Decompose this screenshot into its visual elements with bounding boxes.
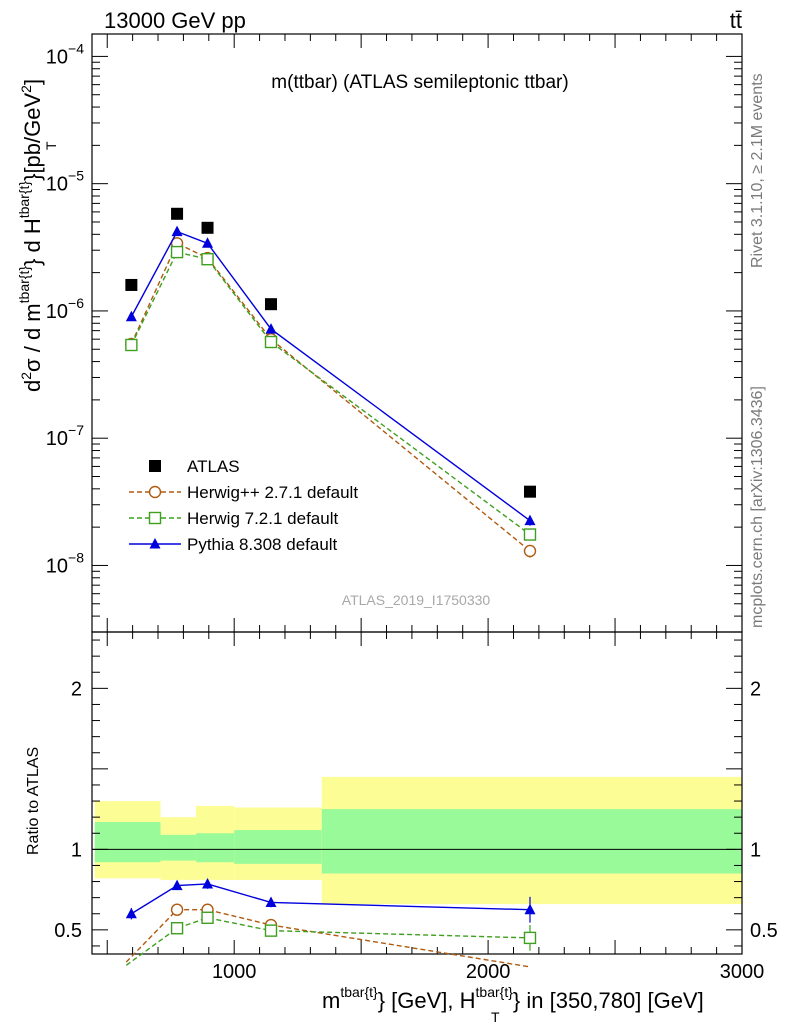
legend-label-2: Herwig 7.2.1 default: [187, 509, 338, 528]
legend: ATLAS Herwig++ 2.7.1 default Herwig 7.2.1 …: [129, 457, 358, 554]
ratio-point-2: [524, 903, 536, 915]
legend-label-3: Pythia 8.308 default: [187, 535, 338, 554]
series-point-2: [264, 335, 278, 349]
main-y-axis-label: d2σ / d mtbar{t}} d Htbar{t}}[pb/GeV2]: [16, 79, 45, 392]
ratio-line-0: [125, 909, 531, 968]
series-line-2: [130, 251, 531, 536]
y-tick-label: 10−5: [46, 168, 84, 196]
y-tick-label: 10−7: [46, 422, 84, 450]
y-tick-label: 10−6: [46, 295, 84, 323]
ratio-point-1: [201, 911, 214, 924]
rivet-label: Rivet 3.1.10, ≥ 2.1M events: [749, 73, 766, 268]
ratio-plot-axes: 1000 2000 3000 0.5 0.5 1 1 2 2: [54, 631, 778, 983]
band-inner-2: [196, 833, 235, 863]
data-point: [201, 221, 214, 234]
x-tick-label: 1000: [212, 961, 257, 983]
main-y-axis-subscript: T: [43, 141, 59, 150]
main-plot-series: [125, 207, 537, 558]
series-point-2: [523, 528, 537, 541]
data-point: [523, 485, 536, 498]
series-point-2: [201, 252, 214, 266]
ratio-point-0: [170, 903, 184, 916]
x-axis-label-subscript: T: [491, 1009, 500, 1024]
legend-marker-1: [148, 485, 162, 499]
legend-marker-2: [148, 511, 162, 525]
legend-marker-3: [149, 538, 161, 549]
band-inner-0: [94, 821, 161, 863]
series-point-3: [125, 310, 137, 322]
y-tick-label: 10−8: [46, 549, 84, 577]
series-point-3: [171, 225, 183, 237]
series-point-1: [523, 544, 537, 558]
ratio-y-tick-label-right: 2: [750, 678, 761, 700]
x-tick-label: 2000: [466, 961, 511, 983]
process-label: tt̄: [730, 8, 742, 33]
ratio-uncertainty-bands: [94, 776, 742, 905]
legend-marker-0: [149, 460, 161, 472]
data-point: [125, 278, 138, 291]
analysis-watermark: ATLAS_2019_I1750330: [342, 592, 491, 608]
series-point-2: [125, 338, 138, 352]
ratio-point-2: [202, 877, 214, 889]
ratio-point-1: [264, 924, 278, 937]
series-line-1: [130, 242, 531, 552]
legend-label-1: Herwig++ 2.7.1 default: [187, 483, 358, 502]
series-point-3: [265, 323, 277, 334]
data-point: [265, 298, 278, 311]
x-tick-label: 3000: [720, 961, 765, 983]
ratio-point-2: [265, 896, 277, 907]
legend-label-0: ATLAS: [187, 457, 240, 476]
data-point: [171, 207, 184, 220]
band-inner-3: [234, 830, 322, 864]
ratio-point-1: [170, 922, 184, 935]
ratio-plot-series: [125, 877, 537, 968]
x-axis-label: mtbar{t}} [GeV], Htbar{t}} in [350,780] …: [322, 984, 704, 1013]
ratio-y-tick-label-right: 1: [750, 839, 761, 861]
main-plot-axes: 10−4 10−5 10−6 10−7 10−8: [46, 33, 743, 633]
series-point-3: [202, 237, 214, 248]
ratio-frame: [91, 631, 743, 955]
series-point-2: [170, 245, 184, 259]
ratio-y-tick-label-right: 0.5: [750, 920, 778, 942]
ratio-y-axis-label: Ratio to ATLAS: [25, 747, 42, 855]
energy-label: 13000 GeV pp: [104, 8, 246, 33]
ratio-y-tick-label: 1: [71, 839, 82, 861]
ratio-point-2: [171, 879, 183, 891]
band-inner-4: [321, 809, 742, 874]
mcplots-label: mcplots.cern.ch [arXiv:1306.3436]: [749, 386, 766, 628]
y-tick-label: 10−4: [46, 40, 84, 68]
band-inner-1: [160, 834, 197, 861]
ratio-point-2: [125, 907, 137, 919]
ratio-y-tick-label: 0.5: [54, 920, 82, 942]
series-point-3: [524, 514, 536, 526]
ratio-y-tick-label: 2: [71, 678, 82, 700]
main-plot-title: m(ttbar) (ATLAS semileptonic ttbar): [271, 72, 568, 93]
ratio-point-1: [523, 931, 537, 945]
ratio-line-1: [125, 917, 531, 966]
series-line-3: [130, 230, 531, 522]
